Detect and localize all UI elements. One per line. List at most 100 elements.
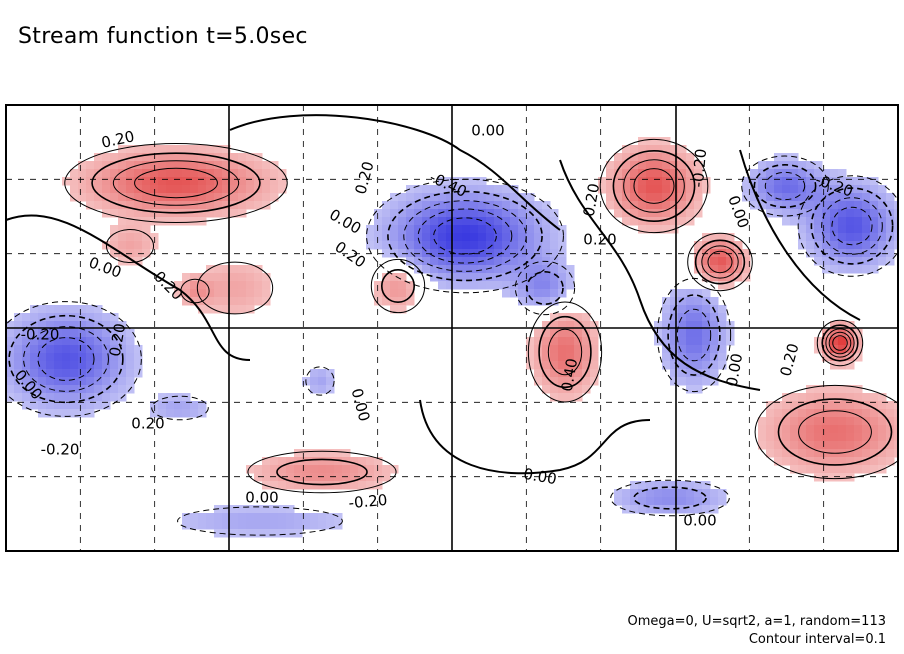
field-cell — [94, 201, 103, 210]
field-cell — [246, 185, 255, 194]
field-cell — [558, 345, 567, 354]
field-cell — [854, 385, 863, 394]
field-cell — [534, 201, 543, 210]
field-cell — [310, 473, 319, 482]
field-cell — [622, 185, 631, 194]
field-cell — [590, 345, 599, 354]
field-cell — [398, 217, 407, 226]
field-cell — [326, 481, 335, 490]
field-cell — [342, 449, 351, 458]
field-cell — [838, 265, 847, 274]
field-cell — [78, 161, 87, 170]
contour-label: 0.00 — [683, 512, 716, 530]
field-cell — [702, 337, 711, 346]
field-cell — [670, 353, 679, 362]
field-cell — [14, 337, 23, 346]
field-cell — [854, 249, 863, 258]
field-cell — [894, 201, 898, 210]
field-cell — [582, 345, 591, 354]
field-cell — [46, 345, 55, 354]
field-cell — [670, 481, 679, 490]
field-cell — [182, 289, 191, 298]
field-cell — [654, 161, 663, 170]
field-cell — [30, 305, 39, 314]
field-cell — [150, 209, 159, 218]
field-cell — [518, 265, 527, 274]
field-cell — [454, 193, 463, 202]
field-cell — [94, 193, 103, 202]
field-cell — [878, 217, 887, 226]
field-cell — [646, 497, 655, 506]
field-cell — [678, 177, 687, 186]
field-cell — [46, 305, 55, 314]
field-cell — [782, 153, 791, 162]
field-cell — [254, 529, 263, 538]
field-cell — [278, 505, 287, 514]
field-cell — [38, 385, 47, 394]
field-cell — [846, 417, 855, 426]
field-cell — [542, 201, 551, 210]
field-cell — [678, 153, 687, 162]
field-cell — [238, 265, 247, 274]
field-cell — [62, 361, 71, 370]
field-cell — [206, 521, 215, 530]
field-cell — [678, 361, 687, 370]
field-cell — [630, 161, 639, 170]
field-cell — [126, 353, 135, 362]
field-cell — [454, 273, 463, 282]
field-cell — [798, 425, 807, 434]
field-cell — [798, 169, 807, 178]
field-cell — [894, 441, 898, 450]
field-cell — [822, 225, 831, 234]
contour-negative — [37, 337, 95, 381]
field-cell — [446, 185, 455, 194]
field-cell — [118, 385, 127, 394]
field-cell — [814, 225, 823, 234]
field-cell — [414, 233, 423, 242]
field-cell — [862, 177, 871, 186]
field-cell — [638, 209, 647, 218]
field-cell — [46, 329, 55, 338]
field-cell — [622, 497, 631, 506]
field-cell — [14, 329, 23, 338]
contour-negative — [656, 277, 732, 393]
field-cell — [198, 401, 207, 410]
field-cell — [462, 225, 471, 234]
field-cell — [446, 209, 455, 218]
field-cell — [846, 201, 855, 210]
field-cell — [542, 353, 551, 362]
field-cell — [518, 241, 527, 250]
field-cell — [558, 241, 567, 250]
field-cell — [454, 201, 463, 210]
field-cell — [862, 265, 871, 274]
field-cell — [302, 465, 311, 474]
contour-label: -0.20 — [21, 326, 60, 344]
field-cell — [126, 337, 135, 346]
field-cell — [686, 289, 695, 298]
contour-positive — [247, 450, 397, 494]
field-cell — [326, 473, 335, 482]
field-cell — [86, 385, 95, 394]
field-cell — [94, 153, 103, 162]
field-cell — [878, 417, 887, 426]
field-cell — [822, 425, 831, 434]
field-cell — [630, 481, 639, 490]
field-cell — [30, 345, 39, 354]
field-cell — [174, 409, 183, 418]
field-cell — [182, 169, 191, 178]
field-cell — [78, 377, 87, 386]
field-cell — [374, 225, 383, 234]
field-cell — [870, 193, 879, 202]
field-cell — [46, 377, 55, 386]
field-cell — [838, 433, 847, 442]
field-cell — [262, 193, 271, 202]
field-cell — [750, 177, 759, 186]
field-cell — [846, 401, 855, 410]
field-cell — [310, 449, 319, 458]
field-cell — [846, 185, 855, 194]
field-cell — [110, 193, 119, 202]
field-cell — [238, 193, 247, 202]
field-cell — [838, 345, 847, 354]
field-cell — [478, 201, 487, 210]
field-cell — [758, 441, 767, 450]
